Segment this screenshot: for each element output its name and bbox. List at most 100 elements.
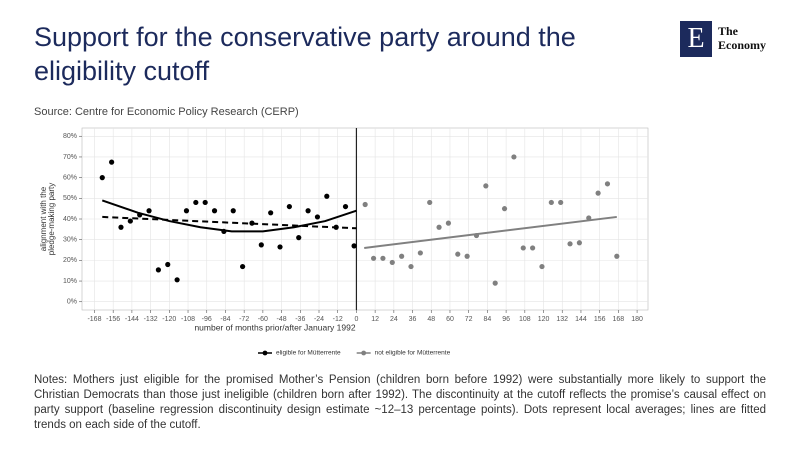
- data-point: [530, 245, 536, 251]
- x-tick-label: -96: [202, 316, 212, 323]
- x-tick-label: 72: [465, 316, 473, 323]
- data-point: [455, 251, 461, 257]
- x-tick-label: 84: [484, 316, 492, 323]
- x-tick-label: 0: [354, 316, 358, 323]
- logo-line: Economy: [718, 38, 766, 52]
- data-point: [501, 206, 508, 212]
- data-point: [370, 255, 377, 261]
- data-point: [99, 175, 105, 181]
- y-tick-label: 60%: [63, 174, 77, 181]
- x-tick-label: -168: [87, 316, 101, 323]
- data-point: [548, 199, 554, 206]
- data-point: [342, 203, 349, 210]
- legend-marker: [262, 350, 268, 356]
- x-tick-label: 132: [556, 316, 568, 323]
- data-point: [118, 224, 124, 230]
- fit-line: [102, 215, 357, 230]
- data-point: [520, 245, 526, 251]
- data-point: [417, 250, 423, 256]
- x-tick-label: 24: [390, 316, 398, 323]
- data-point: [427, 199, 433, 206]
- data-point: [324, 193, 330, 199]
- data-point: [174, 277, 180, 283]
- data-point: [539, 263, 545, 270]
- data-point: [362, 201, 368, 208]
- data-point: [221, 228, 227, 235]
- x-tick-label: 48: [427, 316, 435, 323]
- source: Source: Centre for Economic Policy Resea…: [34, 106, 299, 118]
- x-tick-label: -72: [239, 316, 249, 323]
- data-point: [137, 212, 143, 218]
- data-point: [483, 183, 489, 189]
- x-tick-label: -120: [162, 316, 176, 323]
- y-tick-label: 10%: [63, 278, 77, 285]
- data-point: [268, 210, 274, 216]
- x-tick-label: 36: [409, 316, 417, 323]
- y-tick-label: 30%: [63, 237, 77, 244]
- x-tick-label: -36: [295, 316, 305, 323]
- x-tick-label: 60: [446, 316, 454, 323]
- data-point: [473, 232, 480, 239]
- data-point: [240, 263, 246, 270]
- legend-label: eligible for Mütterrente: [276, 350, 341, 357]
- x-tick-label: 108: [519, 316, 531, 323]
- x-tick-label: 120: [538, 316, 550, 323]
- data-point: [127, 218, 133, 224]
- y-tick-label: 70%: [63, 154, 77, 161]
- data-point: [445, 220, 452, 226]
- y-tick-label: 40%: [63, 216, 77, 223]
- logo-text: The Economy: [718, 24, 766, 52]
- data-point: [567, 241, 573, 247]
- data-point: [351, 243, 357, 249]
- x-tick-label: -48: [277, 316, 287, 323]
- data-point: [380, 255, 386, 261]
- data-point: [586, 215, 592, 221]
- data-point: [193, 199, 199, 206]
- x-tick-label: 156: [594, 316, 606, 323]
- x-tick-label: -108: [181, 316, 195, 323]
- data-point: [249, 220, 255, 226]
- logo-line: The: [718, 24, 739, 38]
- x-tick-label: 180: [631, 316, 643, 323]
- data-point: [202, 199, 208, 206]
- data-point: [604, 181, 611, 187]
- y-tick-label: 20%: [63, 257, 77, 264]
- data-point: [286, 203, 292, 210]
- fit-line: [364, 215, 617, 249]
- legend-label: not eligible for Mütterrente: [375, 350, 451, 357]
- x-tick-label: -144: [125, 316, 139, 323]
- data-point: [277, 244, 283, 250]
- y-axis-title: alignment with the: [39, 186, 48, 251]
- x-tick-label: 12: [371, 316, 379, 323]
- data-point: [211, 208, 218, 214]
- y-tick-label: 80%: [63, 133, 77, 140]
- data-point: [296, 235, 302, 241]
- x-tick-label: -60: [258, 316, 268, 323]
- notes: Notes: Mothers just eligible for the pro…: [34, 374, 766, 431]
- x-tick-label: -132: [144, 316, 158, 323]
- x-tick-label: 168: [613, 316, 625, 323]
- data-point: [230, 208, 236, 214]
- data-point: [305, 208, 311, 214]
- data-point: [155, 267, 162, 273]
- data-point: [333, 224, 339, 230]
- data-point: [146, 208, 152, 214]
- y-tick-label: 0%: [67, 299, 77, 306]
- data-point: [165, 261, 171, 268]
- data-point: [492, 280, 498, 286]
- data-point: [408, 263, 414, 270]
- data-point: [436, 224, 442, 230]
- data-point: [558, 199, 564, 206]
- data-point: [183, 208, 190, 214]
- x-tick-label: -12: [333, 316, 343, 323]
- data-point: [109, 159, 115, 165]
- x-tick-label: -156: [106, 316, 120, 323]
- chart: 0% 10% 20% 30% 40% 50% 60% 70% 80% -168 -156 -144 -1…: [39, 127, 649, 357]
- data-point: [576, 240, 582, 246]
- data-point: [614, 253, 620, 259]
- y-axis-title: pledge-making party: [47, 183, 56, 255]
- data-point: [389, 259, 395, 266]
- slide-title: Support for the conservative party aroun…: [34, 22, 576, 86]
- x-tick-label: -84: [220, 316, 230, 323]
